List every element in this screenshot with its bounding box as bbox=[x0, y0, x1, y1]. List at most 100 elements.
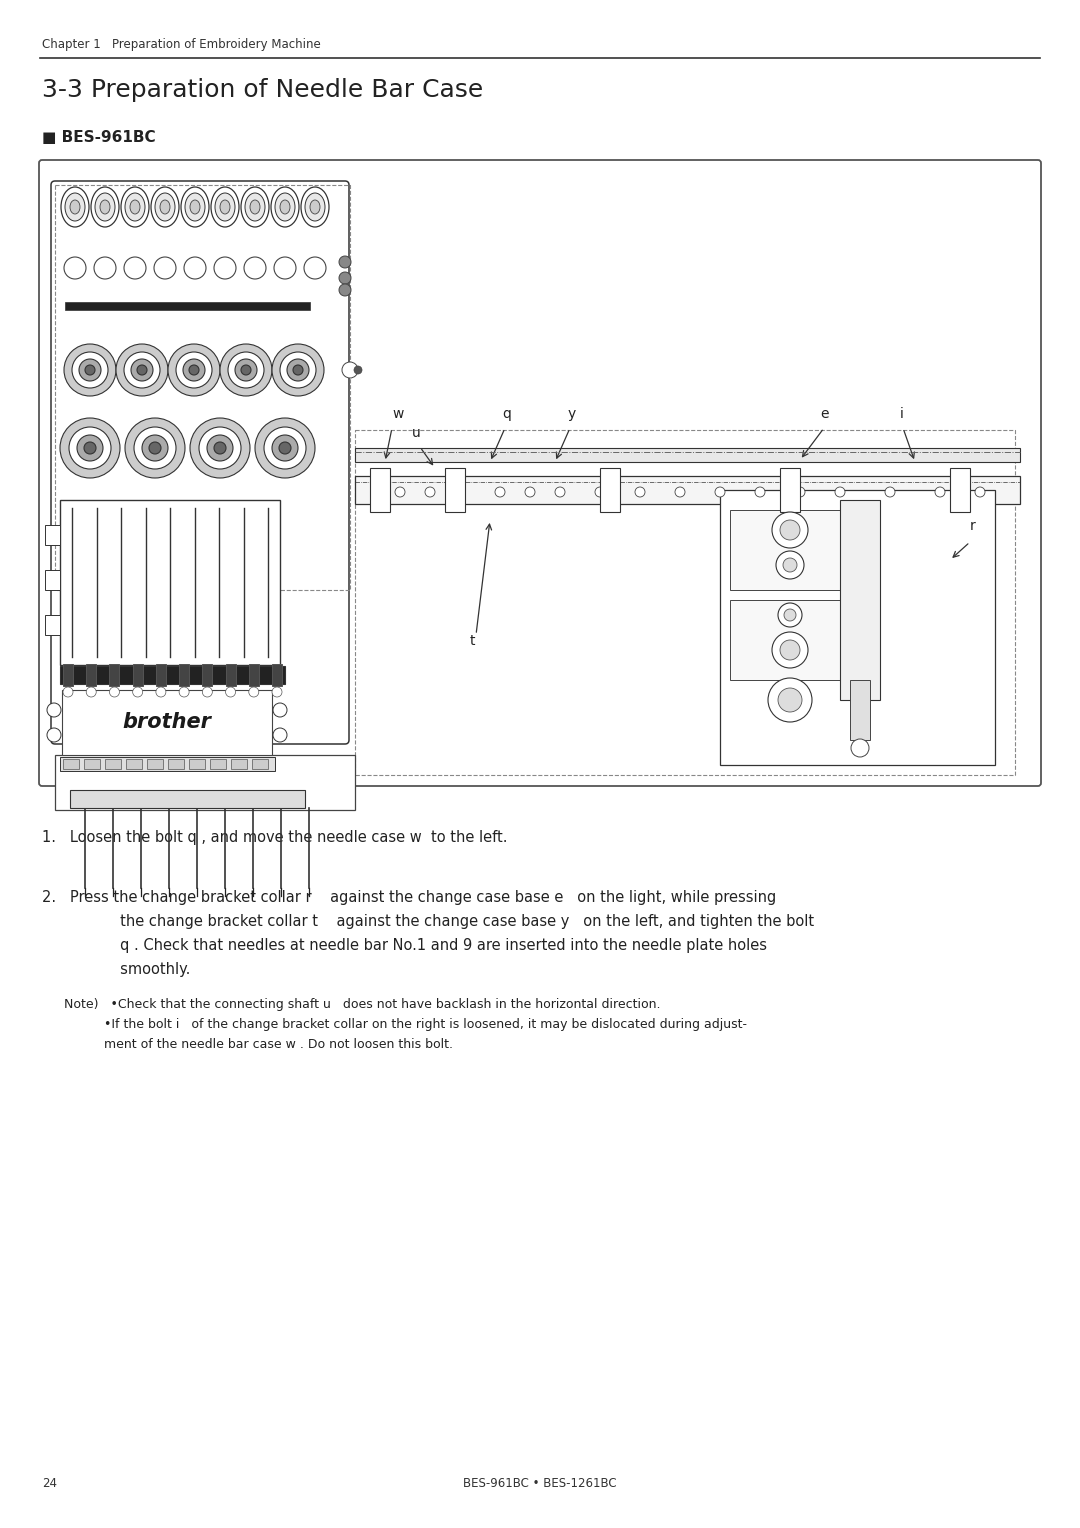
Text: r: r bbox=[970, 520, 975, 533]
Circle shape bbox=[189, 365, 199, 374]
Circle shape bbox=[273, 727, 287, 743]
Text: 2.   Press the change bracket collar r    against the change case base e   on th: 2. Press the change bracket collar r aga… bbox=[42, 889, 777, 905]
Bar bbox=[147, 759, 163, 769]
Circle shape bbox=[272, 344, 324, 396]
Bar bbox=[730, 601, 850, 680]
Bar bbox=[840, 500, 880, 700]
Text: y: y bbox=[568, 406, 577, 422]
Circle shape bbox=[280, 351, 316, 388]
Bar bbox=[60, 666, 285, 685]
Ellipse shape bbox=[100, 200, 110, 214]
Circle shape bbox=[199, 426, 241, 469]
Circle shape bbox=[255, 419, 315, 478]
Ellipse shape bbox=[95, 193, 114, 222]
Circle shape bbox=[339, 272, 351, 284]
Ellipse shape bbox=[181, 186, 210, 228]
Circle shape bbox=[149, 442, 161, 454]
Ellipse shape bbox=[211, 186, 239, 228]
Circle shape bbox=[141, 435, 168, 461]
Circle shape bbox=[274, 257, 296, 280]
Circle shape bbox=[777, 552, 804, 579]
Circle shape bbox=[235, 359, 257, 380]
Bar bbox=[231, 759, 247, 769]
Circle shape bbox=[116, 344, 168, 396]
Circle shape bbox=[778, 688, 802, 712]
Bar bbox=[168, 759, 184, 769]
Bar bbox=[86, 665, 96, 686]
Ellipse shape bbox=[151, 186, 179, 228]
Circle shape bbox=[495, 487, 505, 497]
Text: ■ BES-961BC: ■ BES-961BC bbox=[42, 130, 156, 145]
Ellipse shape bbox=[271, 186, 299, 228]
Circle shape bbox=[342, 362, 357, 377]
Circle shape bbox=[595, 487, 605, 497]
Circle shape bbox=[64, 344, 116, 396]
Circle shape bbox=[154, 257, 176, 280]
Circle shape bbox=[77, 435, 103, 461]
Text: u: u bbox=[411, 426, 421, 440]
Circle shape bbox=[85, 365, 95, 374]
Circle shape bbox=[264, 426, 306, 469]
Circle shape bbox=[156, 688, 166, 697]
Text: 3-3 Preparation of Needle Bar Case: 3-3 Preparation of Needle Bar Case bbox=[42, 78, 483, 102]
Bar bbox=[600, 468, 620, 512]
Ellipse shape bbox=[275, 193, 295, 222]
Circle shape bbox=[125, 419, 185, 478]
Ellipse shape bbox=[121, 186, 149, 228]
Circle shape bbox=[124, 351, 160, 388]
Bar bbox=[63, 759, 79, 769]
Circle shape bbox=[851, 740, 869, 756]
Ellipse shape bbox=[60, 186, 89, 228]
Bar bbox=[60, 756, 275, 772]
Text: 1.   Loosen the bolt q , and move the needle case w  to the left.: 1. Loosen the bolt q , and move the need… bbox=[42, 830, 508, 845]
Circle shape bbox=[86, 688, 96, 697]
Text: q: q bbox=[502, 406, 511, 422]
Circle shape bbox=[272, 435, 298, 461]
Ellipse shape bbox=[301, 186, 329, 228]
Circle shape bbox=[190, 419, 249, 478]
Circle shape bbox=[555, 487, 565, 497]
Bar bbox=[84, 759, 100, 769]
Bar bbox=[45, 570, 60, 590]
Circle shape bbox=[124, 257, 146, 280]
Circle shape bbox=[137, 365, 147, 374]
Ellipse shape bbox=[241, 186, 269, 228]
Circle shape bbox=[244, 257, 266, 280]
Circle shape bbox=[241, 365, 251, 374]
Bar bbox=[720, 490, 995, 766]
Circle shape bbox=[131, 359, 153, 380]
Ellipse shape bbox=[249, 200, 260, 214]
Circle shape bbox=[778, 604, 802, 626]
Circle shape bbox=[248, 688, 259, 697]
Ellipse shape bbox=[245, 193, 265, 222]
Circle shape bbox=[133, 688, 143, 697]
Ellipse shape bbox=[190, 200, 200, 214]
Text: e: e bbox=[820, 406, 828, 422]
Circle shape bbox=[935, 487, 945, 497]
Bar bbox=[45, 614, 60, 636]
Circle shape bbox=[60, 419, 120, 478]
Circle shape bbox=[109, 688, 120, 697]
Circle shape bbox=[835, 487, 845, 497]
Circle shape bbox=[755, 487, 765, 497]
Circle shape bbox=[293, 365, 303, 374]
Circle shape bbox=[885, 487, 895, 497]
Ellipse shape bbox=[160, 200, 170, 214]
Circle shape bbox=[64, 257, 86, 280]
Circle shape bbox=[780, 520, 800, 539]
Circle shape bbox=[354, 367, 362, 374]
Circle shape bbox=[455, 487, 465, 497]
Bar bbox=[445, 468, 465, 512]
Circle shape bbox=[273, 703, 287, 717]
Circle shape bbox=[715, 487, 725, 497]
Circle shape bbox=[272, 688, 282, 697]
Text: w: w bbox=[392, 406, 403, 422]
Circle shape bbox=[975, 487, 985, 497]
Text: the change bracket collar t    against the change case base y   on the left, and: the change bracket collar t against the … bbox=[97, 914, 814, 929]
Text: Chapter 1   Preparation of Embroidery Machine: Chapter 1 Preparation of Embroidery Mach… bbox=[42, 38, 321, 50]
Bar bbox=[105, 759, 121, 769]
Text: BES-961BC • BES-1261BC: BES-961BC • BES-1261BC bbox=[463, 1478, 617, 1490]
Circle shape bbox=[63, 688, 73, 697]
Circle shape bbox=[179, 688, 189, 697]
Text: i: i bbox=[900, 406, 904, 422]
